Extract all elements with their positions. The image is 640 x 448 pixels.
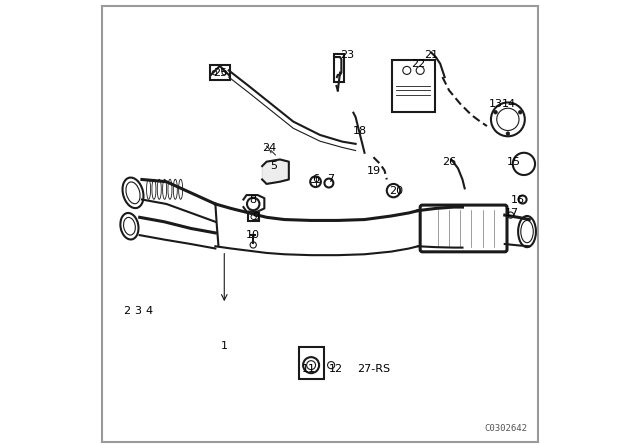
Text: 10: 10 bbox=[246, 230, 260, 240]
Text: 23: 23 bbox=[340, 50, 354, 60]
Text: 14: 14 bbox=[502, 99, 516, 109]
Text: 5: 5 bbox=[269, 161, 276, 171]
Text: 26: 26 bbox=[442, 157, 456, 167]
Circle shape bbox=[518, 111, 522, 114]
Text: 15: 15 bbox=[507, 157, 521, 167]
Text: 17: 17 bbox=[504, 208, 518, 218]
Text: 19: 19 bbox=[366, 166, 381, 176]
Text: 22: 22 bbox=[411, 59, 425, 69]
Text: C0302642: C0302642 bbox=[484, 424, 527, 433]
Text: 9: 9 bbox=[252, 212, 259, 222]
Circle shape bbox=[506, 132, 509, 135]
Text: 4: 4 bbox=[145, 306, 152, 316]
Text: 7: 7 bbox=[328, 174, 335, 185]
Text: 18: 18 bbox=[353, 125, 367, 135]
Text: 11: 11 bbox=[302, 364, 316, 374]
Text: 1: 1 bbox=[221, 341, 228, 351]
Polygon shape bbox=[262, 159, 289, 184]
Text: 27-RS: 27-RS bbox=[357, 364, 390, 374]
Text: 21: 21 bbox=[424, 50, 438, 60]
Text: 3: 3 bbox=[134, 306, 141, 316]
Circle shape bbox=[494, 111, 497, 114]
Text: 24: 24 bbox=[262, 143, 276, 153]
Text: 8: 8 bbox=[250, 194, 257, 205]
Text: 20: 20 bbox=[388, 185, 403, 196]
Text: 2: 2 bbox=[123, 306, 130, 316]
Text: 25: 25 bbox=[212, 68, 227, 78]
Text: 13: 13 bbox=[489, 99, 503, 109]
Text: 12: 12 bbox=[328, 364, 342, 374]
Text: 6: 6 bbox=[312, 174, 319, 185]
Text: 16: 16 bbox=[511, 194, 525, 205]
